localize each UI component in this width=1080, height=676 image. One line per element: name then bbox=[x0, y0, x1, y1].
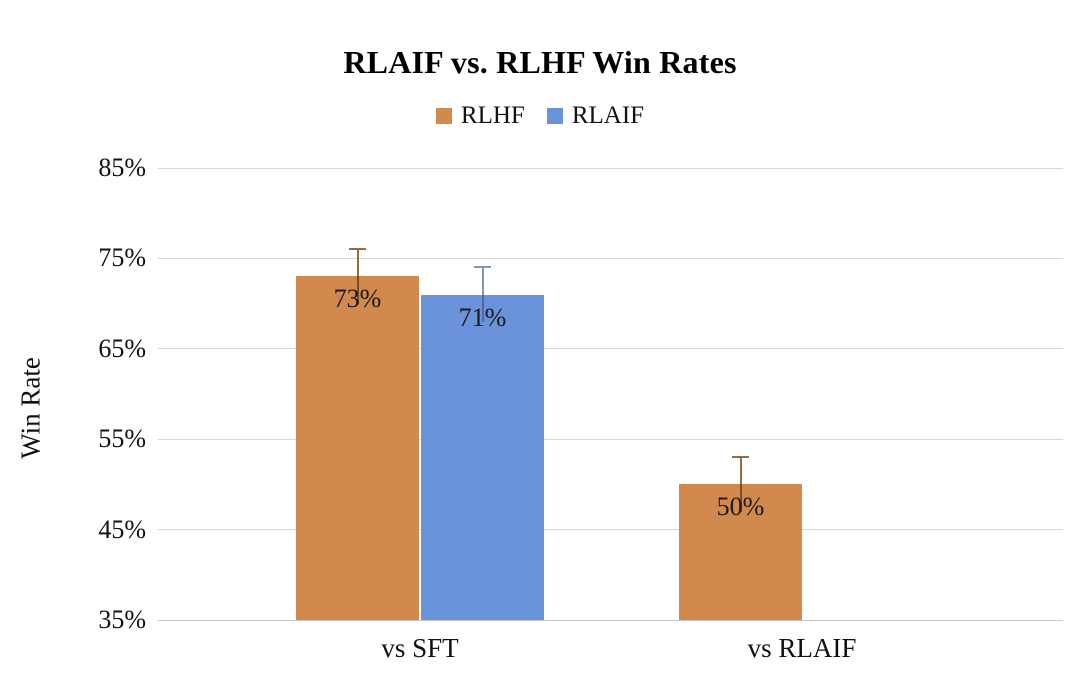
error-bar-cap bbox=[732, 456, 749, 459]
gridline-45 bbox=[158, 529, 1063, 531]
y-tick-label-65: 65% bbox=[98, 333, 146, 363]
legend-swatch-rlaif bbox=[546, 108, 563, 124]
y-tick-label-75: 75% bbox=[98, 243, 146, 273]
x-tick-label-vs-rlaif: vs RLAIF bbox=[747, 633, 857, 663]
error-bar-whisker-lower bbox=[481, 294, 484, 322]
y-tick-label-85: 85% bbox=[98, 153, 146, 182]
gridline-75 bbox=[158, 257, 1063, 259]
gridline-85 bbox=[158, 167, 1063, 169]
error-bar-whisker-lower bbox=[356, 276, 359, 304]
y-tick-label-45: 45% bbox=[98, 514, 146, 544]
error-bar-whisker-upper bbox=[356, 249, 359, 277]
gridline-35 bbox=[158, 619, 1063, 621]
legend-label-rlhf: RLHF bbox=[460, 102, 525, 129]
legend-label-rlaif: RLAIF bbox=[571, 102, 645, 129]
error-bar-cap bbox=[349, 248, 366, 251]
bar-rlhf-vs-sft bbox=[296, 276, 419, 620]
error-bar-cap bbox=[474, 266, 491, 269]
y-tick-label-55: 55% bbox=[98, 424, 146, 454]
gridline-65 bbox=[158, 348, 1063, 350]
bar-value-label-rlaif-vs-sft: 71% bbox=[458, 302, 507, 332]
legend: RLHF RLAIF bbox=[0, 101, 1080, 131]
legend-item-rlaif: RLAIF bbox=[546, 102, 645, 130]
error-bar-whisker-upper bbox=[739, 457, 742, 485]
legend-swatch-rlhf bbox=[435, 108, 452, 124]
chart-title: RLAIF vs. RLHF Win Rates bbox=[343, 44, 737, 80]
bar-value-label-rlhf-vs-sft: 73% bbox=[333, 284, 382, 314]
y-tick-label-35: 35% bbox=[98, 605, 146, 634]
gridline-55 bbox=[158, 438, 1063, 440]
x-tick-label-vs-sft: vs SFT bbox=[381, 633, 459, 663]
bar-rlaif-vs-sft bbox=[421, 294, 544, 620]
error-bar-whisker-lower bbox=[739, 484, 742, 512]
bar-value-label-rlhf-vs-rlaif: 50% bbox=[716, 492, 765, 522]
legend-item-rlhf: RLHF bbox=[435, 102, 525, 130]
error-bar-whisker-upper bbox=[481, 267, 484, 295]
